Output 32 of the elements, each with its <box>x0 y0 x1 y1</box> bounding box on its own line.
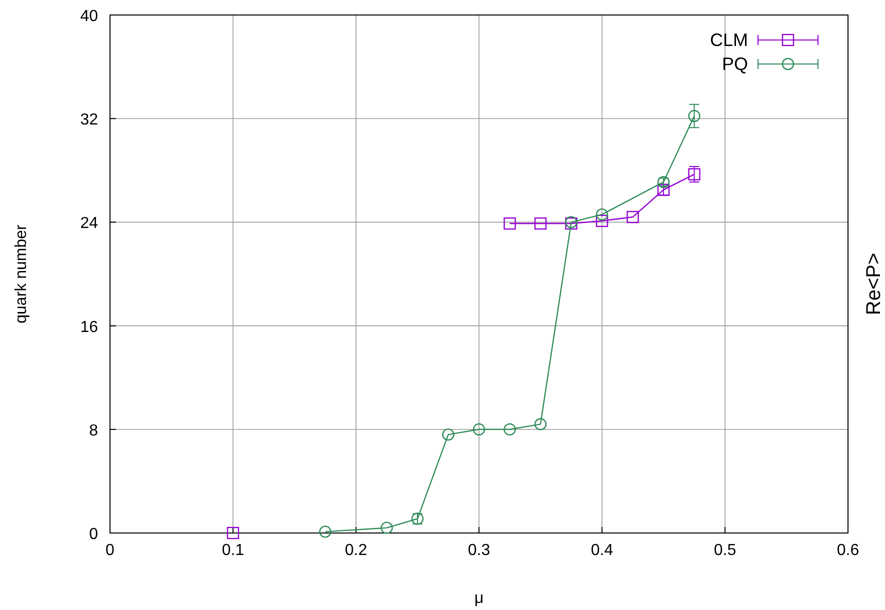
point <box>442 428 454 441</box>
point <box>534 418 547 430</box>
legend-label: PQ <box>722 54 748 74</box>
y-tick-label: 32 <box>80 112 98 129</box>
y-axis-title: quark number <box>13 224 30 324</box>
x-tick-label: 0.2 <box>344 542 368 559</box>
point <box>472 423 486 436</box>
point <box>688 110 700 122</box>
legend-label: CLM <box>710 30 748 50</box>
x-tick-label: 0.6 <box>836 542 860 559</box>
point <box>626 210 639 224</box>
point <box>319 526 332 538</box>
x-axis-title: μ <box>474 590 484 607</box>
y-tick-label: 24 <box>80 215 98 232</box>
y-tick-label: 0 <box>89 526 98 543</box>
x-tick-label: 0.4 <box>590 542 614 559</box>
y-tick-label: 16 <box>80 318 98 336</box>
x-tick-label: 0.1 <box>222 542 244 559</box>
point <box>504 423 516 436</box>
point <box>380 522 393 534</box>
point <box>226 526 240 540</box>
point <box>657 176 670 188</box>
x-tick-label: 0.3 <box>468 542 490 559</box>
point <box>596 214 608 228</box>
x-tick-label: 0.5 <box>714 542 736 559</box>
y2-axis-title: Re<P> <box>863 252 885 316</box>
x-tick-label: 0 <box>106 542 115 559</box>
y-tick-label: 8 <box>89 422 98 440</box>
point <box>534 217 547 230</box>
point <box>596 208 608 221</box>
point <box>504 217 516 230</box>
y-tick-label: 40 <box>80 8 98 25</box>
